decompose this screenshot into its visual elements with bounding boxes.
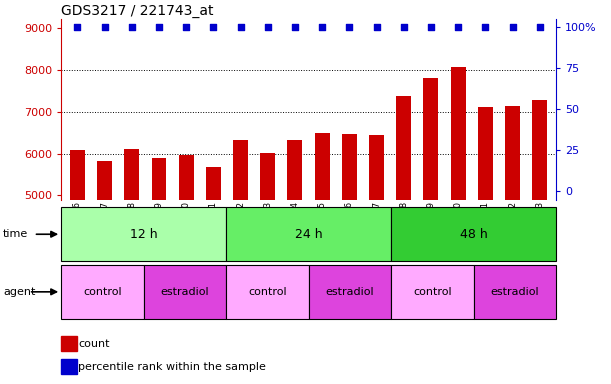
FancyBboxPatch shape: [391, 207, 556, 261]
Point: [345, 24, 354, 30]
Bar: [478, 108, 493, 384]
Bar: [61, 336, 78, 351]
Bar: [178, 155, 194, 384]
Text: 24 h: 24 h: [295, 228, 323, 241]
Text: control: control: [413, 287, 452, 297]
Bar: [532, 100, 547, 384]
Text: control: control: [83, 287, 122, 297]
Point: [480, 24, 490, 30]
Bar: [97, 161, 112, 384]
Bar: [315, 133, 329, 384]
Point: [290, 24, 300, 30]
Bar: [152, 158, 166, 384]
Bar: [70, 150, 85, 384]
Text: GDS3217 / 221743_at: GDS3217 / 221743_at: [61, 4, 214, 18]
Bar: [124, 149, 139, 384]
FancyBboxPatch shape: [474, 265, 556, 319]
Bar: [505, 106, 520, 384]
Point: [453, 24, 463, 30]
Text: percentile rank within the sample: percentile rank within the sample: [78, 362, 266, 372]
Text: 12 h: 12 h: [130, 228, 158, 241]
Bar: [369, 135, 384, 384]
Bar: [423, 78, 439, 384]
FancyBboxPatch shape: [226, 265, 309, 319]
Bar: [288, 140, 302, 384]
Bar: [61, 359, 78, 374]
Text: estradiol: estradiol: [161, 287, 209, 297]
Point: [399, 24, 409, 30]
Point: [208, 24, 218, 30]
Point: [181, 24, 191, 30]
Text: estradiol: estradiol: [491, 287, 539, 297]
FancyBboxPatch shape: [309, 265, 391, 319]
Point: [426, 24, 436, 30]
Point: [535, 24, 544, 30]
Bar: [342, 134, 357, 384]
FancyBboxPatch shape: [391, 265, 474, 319]
Bar: [206, 167, 221, 384]
Point: [371, 24, 381, 30]
Point: [100, 24, 109, 30]
Bar: [397, 96, 411, 384]
Point: [154, 24, 164, 30]
FancyBboxPatch shape: [144, 265, 226, 319]
Bar: [451, 68, 466, 384]
Text: time: time: [3, 229, 28, 239]
Text: count: count: [78, 339, 110, 349]
Text: 48 h: 48 h: [459, 228, 488, 241]
Text: agent: agent: [3, 287, 35, 297]
Point: [508, 24, 518, 30]
Point: [73, 24, 82, 30]
Point: [127, 24, 137, 30]
Text: control: control: [248, 287, 287, 297]
Point: [236, 24, 246, 30]
Bar: [233, 140, 248, 384]
Text: estradiol: estradiol: [326, 287, 374, 297]
Point: [263, 24, 273, 30]
Point: [317, 24, 327, 30]
Bar: [260, 153, 275, 384]
FancyBboxPatch shape: [61, 207, 226, 261]
FancyBboxPatch shape: [61, 265, 144, 319]
FancyBboxPatch shape: [226, 207, 391, 261]
